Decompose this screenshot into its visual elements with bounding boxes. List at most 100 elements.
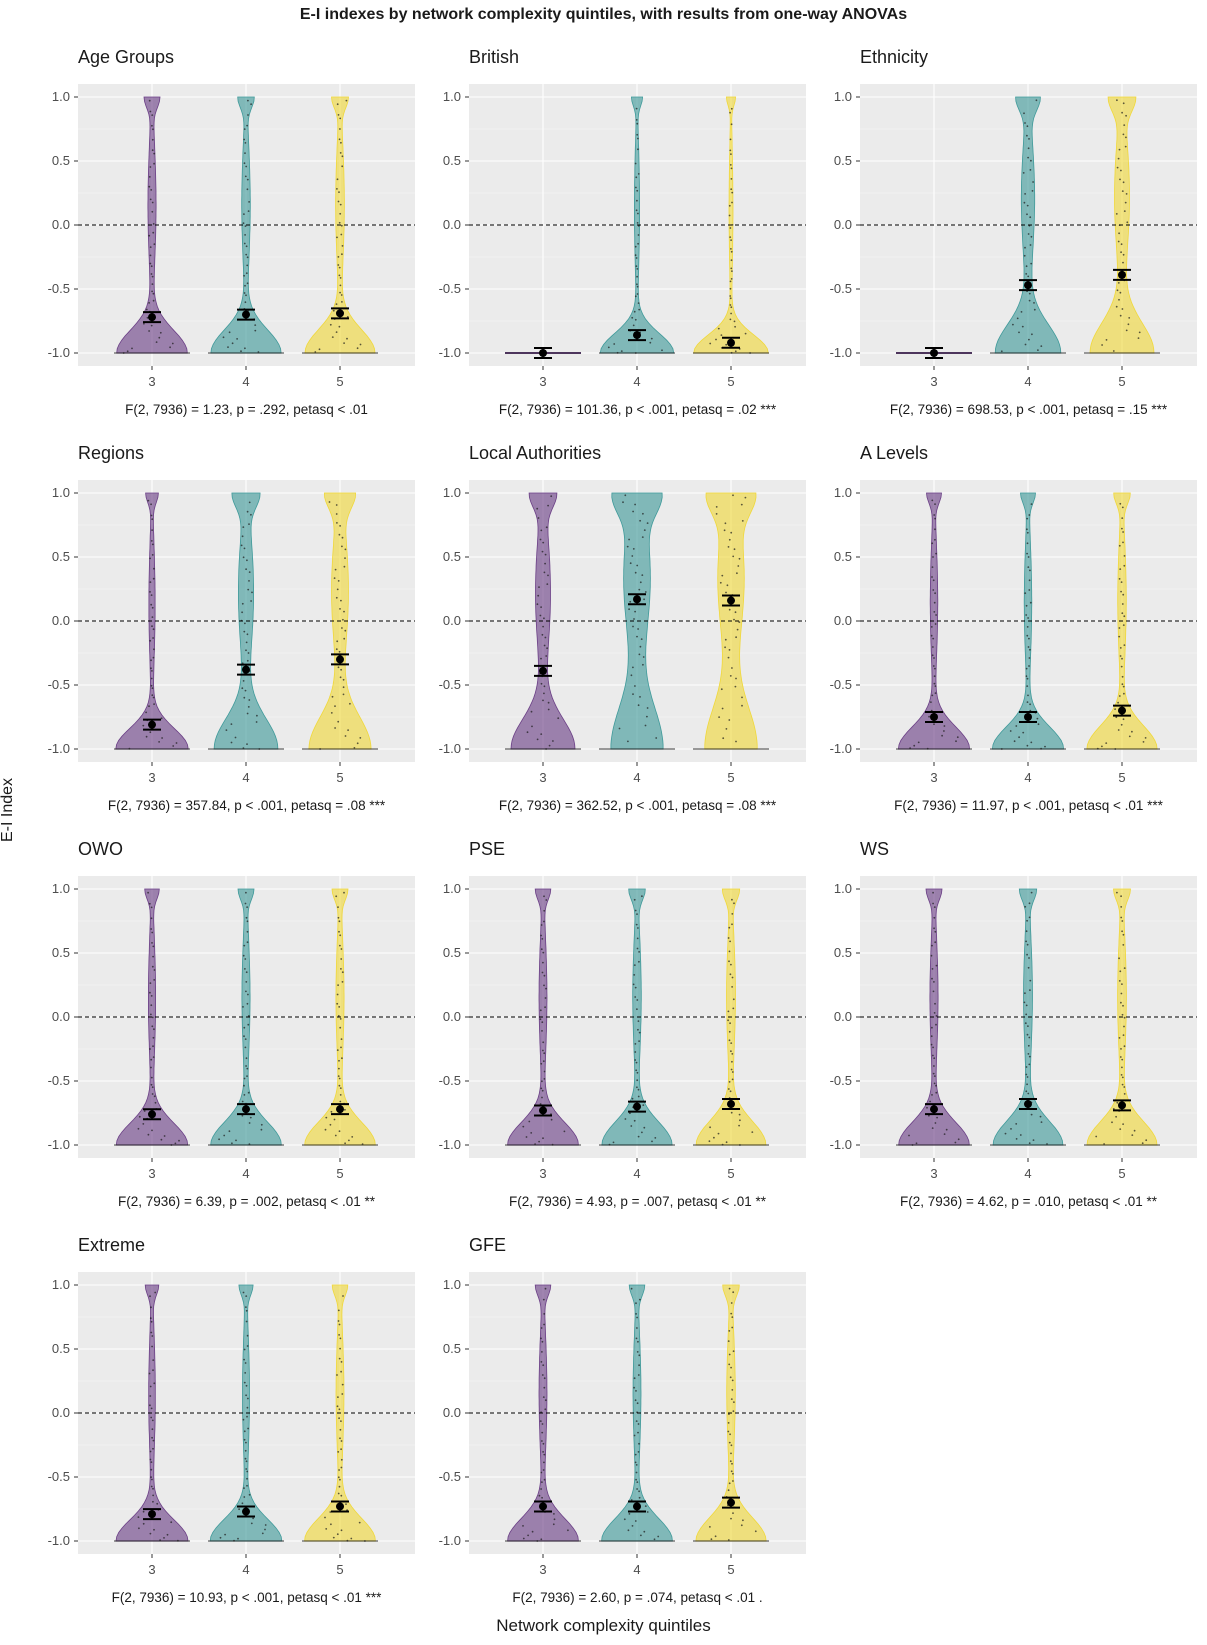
jitter-point (151, 138, 154, 141)
jitter-point (725, 343, 728, 346)
jitter-point (641, 895, 643, 898)
jitter-point (151, 114, 154, 116)
jitter-point (632, 324, 635, 327)
jitter-point (1029, 244, 1032, 246)
jitter-point (340, 948, 343, 950)
jitter-point (738, 557, 741, 560)
jitter-point (1119, 1056, 1122, 1058)
jitter-point (260, 1128, 263, 1131)
jitter-point (339, 1026, 342, 1029)
jitter-point (1030, 159, 1032, 162)
jitter-point (635, 119, 638, 121)
x-tick-label: 4 (242, 1166, 249, 1181)
jitter-point (339, 117, 342, 120)
jitter-point (151, 670, 153, 672)
jitter-point (150, 917, 153, 920)
jitter-point (541, 971, 544, 974)
jitter-point (1025, 1073, 1028, 1076)
jitter-point (629, 562, 632, 565)
x-tick-label: 5 (727, 1166, 734, 1181)
jitter-point (1119, 647, 1122, 649)
jitter-point (245, 1065, 248, 1067)
jitter-point (235, 1139, 237, 1142)
jitter-point (350, 1537, 353, 1540)
jitter-point (538, 1140, 540, 1143)
jitter-point (538, 1494, 541, 1497)
jitter-point (635, 1337, 638, 1340)
jitter-point (1118, 298, 1120, 301)
jitter-point (158, 741, 160, 743)
jitter-point (150, 1013, 152, 1016)
y-tick-label: -0.5 (48, 1469, 70, 1484)
jitter-point (633, 1434, 636, 1437)
jitter-point (1131, 1134, 1134, 1136)
jitter-point (330, 1523, 332, 1526)
jitter-point (248, 1015, 250, 1017)
jitter-point (931, 654, 934, 657)
x-tick-label: 4 (1024, 1166, 1031, 1181)
jitter-point (629, 1112, 631, 1115)
jitter-point (933, 981, 935, 983)
jitter-point (636, 1351, 639, 1353)
jitter-point (717, 1132, 720, 1135)
jitter-point (137, 1516, 140, 1518)
jitter-point (151, 554, 154, 556)
jitter-point (336, 236, 338, 239)
jitter-point (642, 656, 645, 658)
jitter-point (346, 337, 348, 340)
jitter-point (340, 958, 343, 960)
jitter-point (1121, 920, 1124, 922)
jitter-point (339, 291, 341, 294)
jitter-point (542, 1298, 545, 1301)
jitter-point (709, 1126, 711, 1129)
jitter-point (342, 1295, 344, 1297)
jitter-point (931, 944, 933, 947)
jitter-point (337, 1451, 340, 1453)
y-tick-label: 0.5 (443, 1341, 461, 1356)
jitter-point (337, 1075, 340, 1077)
jitter-point (708, 1140, 711, 1143)
jitter-point (1044, 745, 1046, 748)
y-tick-label: 0.0 (834, 1009, 852, 1024)
jitter-point (638, 1031, 641, 1034)
jitter-point (729, 149, 732, 152)
jitter-point (933, 1057, 936, 1060)
jitter-point (245, 165, 248, 168)
jitter-point (1121, 1013, 1124, 1016)
jitter-point (550, 495, 553, 498)
jitter-point (733, 1401, 735, 1403)
x-tick-label: 5 (727, 1562, 734, 1577)
mean-point (242, 1105, 250, 1114)
jitter-point (1040, 1121, 1043, 1123)
jitter-point (1123, 555, 1126, 557)
jitter-point (636, 222, 639, 224)
jitter-point (238, 1508, 241, 1511)
jitter-point (728, 1330, 731, 1332)
jitter-point (732, 1480, 734, 1482)
jitter-point (1026, 134, 1028, 137)
jitter-point (245, 971, 248, 974)
jitter-point (1119, 178, 1121, 181)
jitter-point (242, 954, 245, 957)
jitter-point (244, 284, 246, 287)
jitter-point (351, 1136, 354, 1138)
jitter-point (343, 610, 345, 613)
jitter-point (1121, 983, 1123, 985)
mean-point (1118, 706, 1126, 715)
jitter-point (1021, 325, 1024, 328)
jitter-point (731, 1071, 734, 1073)
jitter-point (731, 191, 734, 194)
jitter-point (245, 1460, 248, 1463)
jitter-point (727, 1088, 730, 1090)
jitter-point (931, 499, 934, 502)
jitter-point (543, 1386, 546, 1389)
jitter-point (243, 547, 246, 550)
jitter-point (1024, 193, 1026, 195)
panel-local-authorities: Local Authorities 1.0 0.5 0.0 -0.5 -1.0 3 4 5 F(2… (439, 443, 806, 813)
jitter-point (542, 1060, 545, 1063)
jitter-point (930, 634, 933, 637)
jitter-point (246, 743, 248, 745)
jitter-point (245, 1057, 248, 1060)
jitter-point (634, 162, 637, 165)
jitter-point (1119, 970, 1122, 973)
